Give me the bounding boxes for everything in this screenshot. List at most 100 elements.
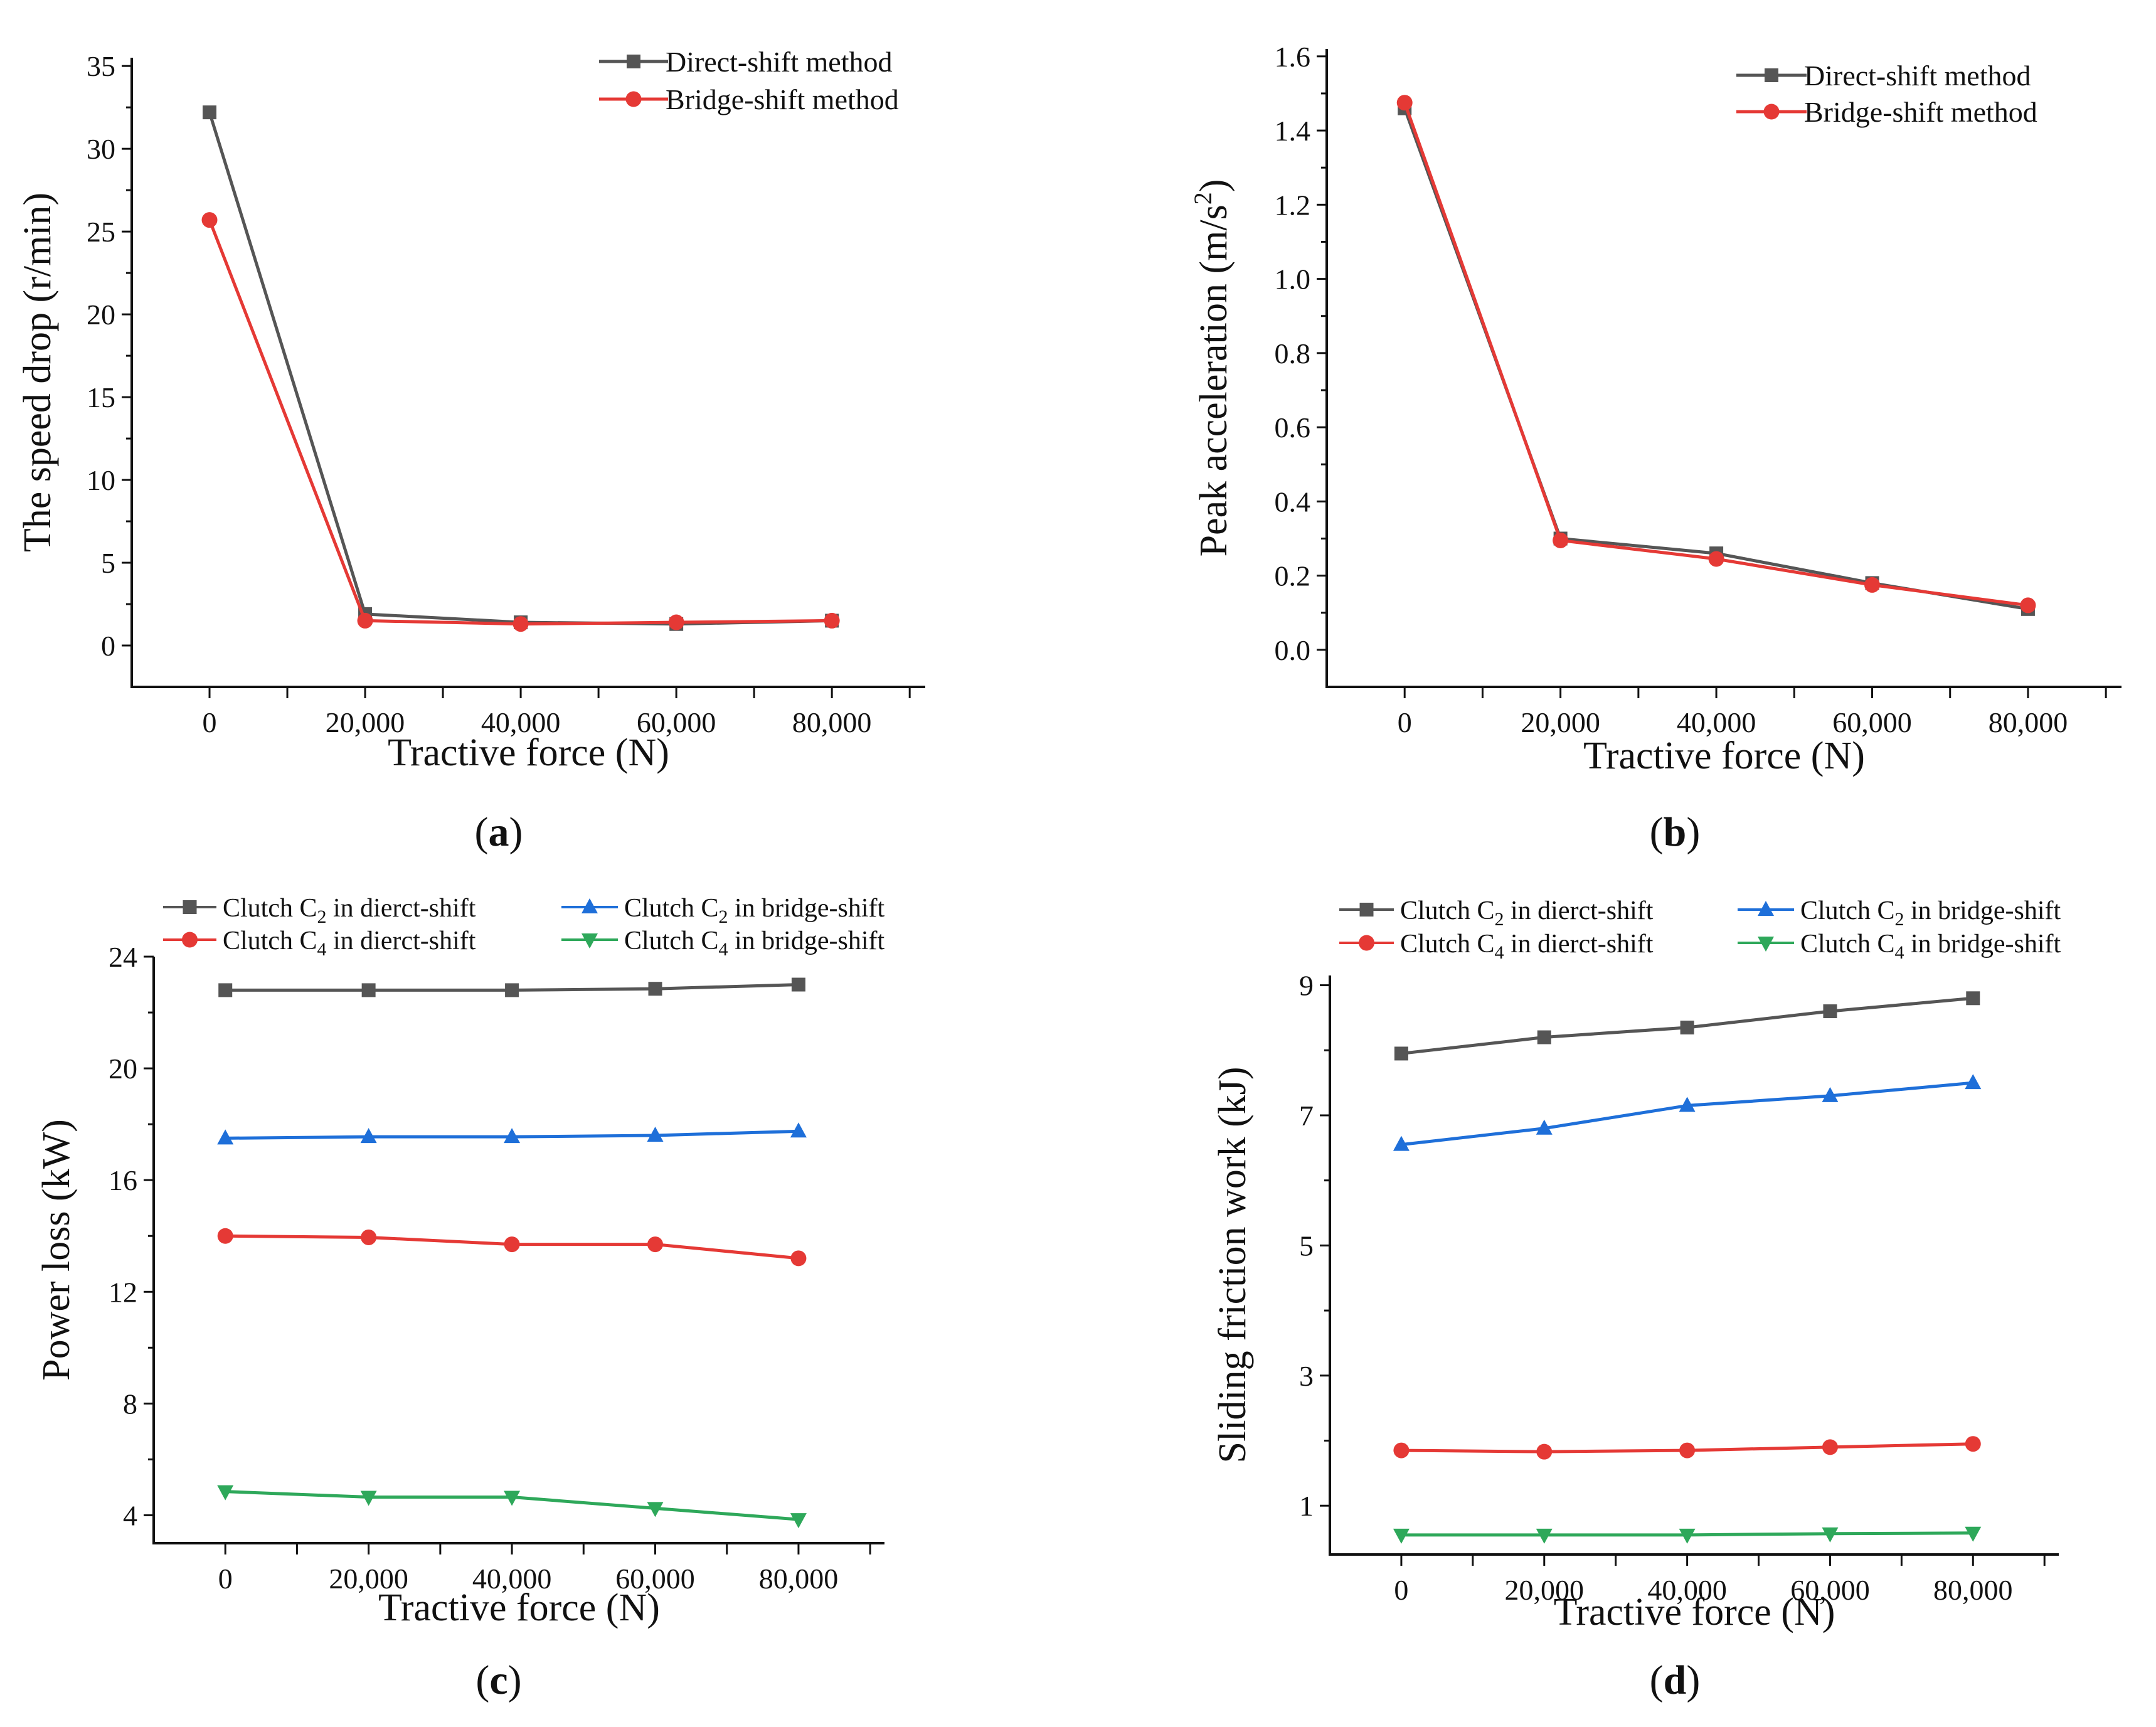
series-1 bbox=[1394, 991, 1980, 1061]
caption-paren: ( bbox=[1650, 809, 1664, 855]
marker-circle bbox=[1396, 95, 1413, 111]
marker-circle bbox=[1553, 532, 1569, 548]
y-tick-label: 20 bbox=[109, 1053, 137, 1085]
series-2 bbox=[1393, 1436, 1981, 1460]
legend: Direct-shift method Bridge-shift method bbox=[599, 46, 899, 115]
marker-square bbox=[627, 55, 640, 68]
legend-label-text: Clutch C bbox=[1800, 896, 1895, 925]
y-tick-label: 1.0 bbox=[1275, 263, 1311, 295]
legend-label: Direct-shift method bbox=[666, 46, 893, 78]
legend-label: Direct-shift method bbox=[1804, 60, 2031, 92]
legend-label-text: Clutch C bbox=[624, 894, 719, 923]
marker-triangle-down bbox=[504, 1491, 521, 1506]
marker-triangle-up bbox=[581, 898, 598, 913]
series-1 bbox=[218, 977, 805, 997]
marker-triangle-down bbox=[1536, 1528, 1553, 1544]
marker-square bbox=[183, 900, 197, 914]
series-3 bbox=[1393, 1074, 1982, 1151]
y-tick-label: 15 bbox=[87, 381, 115, 413]
y-axis-label-main: Peak acceleration (m/s bbox=[1192, 205, 1235, 556]
panel-caption: (d) bbox=[1650, 1657, 1701, 1703]
marker-square bbox=[1680, 1020, 1694, 1034]
marker-square bbox=[648, 982, 662, 996]
marker-circle bbox=[1536, 1443, 1553, 1460]
legend-label: Clutch C2 in dierct-shift bbox=[1400, 896, 1654, 930]
y-tick-label: 0.0 bbox=[1275, 634, 1311, 666]
legend-label-text: in dierct-shift bbox=[1504, 896, 1654, 925]
marker-circle bbox=[647, 1236, 664, 1253]
legend-label: Clutch C2 in bridge-shift bbox=[624, 894, 884, 927]
legend-label: Bridge-shift method bbox=[1804, 96, 2037, 128]
marker-circle bbox=[504, 1236, 520, 1253]
legend-label-subscript: 2 bbox=[719, 906, 728, 927]
series-line bbox=[208, 219, 832, 626]
caption-paren: ) bbox=[1686, 1657, 1700, 1703]
x-tick-label: 60,000 bbox=[1832, 706, 1912, 738]
legend-label: Clutch C4 in dierct-shift bbox=[1400, 930, 1654, 963]
marker-triangle-down bbox=[1965, 1526, 1982, 1542]
marker-triangle-up bbox=[217, 1129, 234, 1145]
legend-label: Clutch C4 in dierct-shift bbox=[223, 927, 476, 960]
caption-paren: ) bbox=[509, 809, 523, 855]
y-tick-label: 20 bbox=[87, 299, 115, 331]
legend-label-text: in bridge-shift bbox=[1904, 896, 2061, 925]
marker-circle bbox=[824, 612, 840, 629]
marker-square bbox=[203, 105, 217, 120]
chart-a: 0 5 10 15 20 25 30 35 0 20,000 40,000 60,000 80,000 T… bbox=[16, 46, 925, 855]
marker-circle bbox=[512, 616, 529, 632]
marker-circle bbox=[1822, 1439, 1838, 1455]
legend-label-text: Clutch C bbox=[223, 927, 317, 955]
legend-label: Bridge-shift method bbox=[666, 83, 899, 115]
series-line bbox=[208, 112, 832, 626]
y-tick-label: 1 bbox=[1299, 1490, 1314, 1522]
marker-triangle-up bbox=[504, 1128, 521, 1144]
panel-caption: (c) bbox=[475, 1657, 521, 1703]
x-tick-label: 60,000 bbox=[615, 1563, 695, 1595]
series-line bbox=[1403, 107, 2029, 611]
series-2 bbox=[217, 1228, 807, 1267]
x-tick-label: 80,000 bbox=[792, 706, 872, 738]
y-tick-label: 0.2 bbox=[1275, 560, 1311, 592]
x-axis-label: Tractive force (N) bbox=[388, 731, 669, 774]
chart-b: 0.0 0.2 0.4 0.6 0.8 1.0 1.2 1.4 1.6 0 20,000 40,000… bbox=[1189, 41, 2121, 855]
caption-paren: ( bbox=[475, 1657, 489, 1703]
y-tick-label: 5 bbox=[101, 547, 115, 579]
y-axis-label-end: ) bbox=[1192, 179, 1235, 193]
legend-label-subscript: 4 bbox=[1495, 942, 1504, 963]
series-line bbox=[1401, 1081, 1973, 1147]
marker-triangle-up bbox=[1536, 1119, 1553, 1135]
x-tick-label: 0 bbox=[218, 1563, 233, 1595]
marker-circle bbox=[625, 91, 642, 107]
marker-triangle-down bbox=[581, 933, 598, 949]
marker-triangle-down bbox=[1758, 937, 1774, 952]
x-tick-label: 40,000 bbox=[1647, 1574, 1727, 1606]
y-tick-label: 0 bbox=[101, 630, 115, 662]
caption-letter: a bbox=[489, 809, 509, 855]
y-tick-label: 30 bbox=[87, 133, 115, 165]
series-3 bbox=[217, 1122, 807, 1145]
marker-circle bbox=[182, 932, 198, 948]
x-tick-label: 20,000 bbox=[1521, 706, 1600, 738]
marker-triangle-up bbox=[360, 1128, 377, 1144]
series-1 bbox=[1398, 101, 2035, 616]
legend-label-text: Clutch C bbox=[1800, 930, 1895, 959]
marker-circle bbox=[1965, 1436, 1981, 1452]
caption-letter: b bbox=[1664, 809, 1687, 855]
legend-label: Clutch C4 in bridge-shift bbox=[624, 927, 884, 960]
x-tick-label: 80,000 bbox=[759, 1563, 839, 1595]
series-2 bbox=[1396, 95, 2036, 614]
marker-circle bbox=[1679, 1442, 1696, 1459]
x-tick-label: 20,000 bbox=[329, 1563, 408, 1595]
marker-square bbox=[1359, 903, 1374, 917]
x-tick-label: 20,000 bbox=[1505, 1574, 1585, 1606]
legend-label-text: in dierct-shift bbox=[327, 894, 476, 923]
y-tick-label: 9 bbox=[1299, 970, 1314, 1002]
marker-triangle-down bbox=[1393, 1528, 1410, 1544]
y-tick-label: 35 bbox=[87, 50, 115, 82]
marker-triangle-down bbox=[647, 1502, 664, 1517]
legend-label-subscript: 4 bbox=[719, 939, 728, 960]
y-axis-label: The speed drop (r/min) bbox=[16, 193, 59, 552]
y-tick-label: 12 bbox=[109, 1276, 137, 1308]
